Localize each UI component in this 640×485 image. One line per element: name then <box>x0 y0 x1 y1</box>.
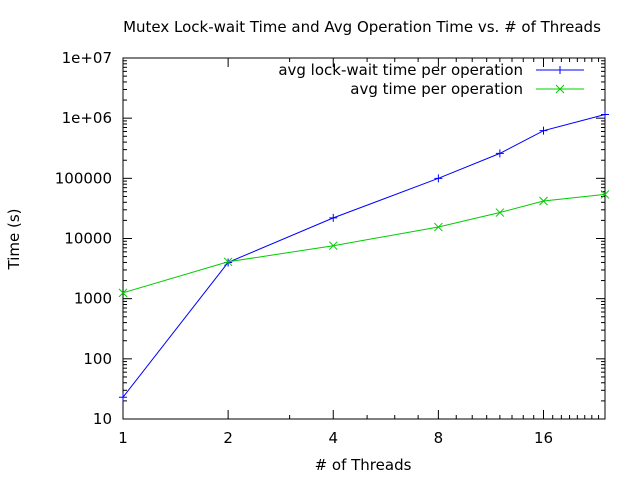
data-point <box>539 196 548 206</box>
x-axis-label: # of Threads <box>315 456 412 474</box>
x-tick-label: 8 <box>434 429 444 447</box>
x-tick-label: 4 <box>328 429 338 447</box>
y-tick-label: 10000 <box>64 230 112 248</box>
y-tick-label: 100000 <box>55 169 112 187</box>
data-point <box>434 174 443 183</box>
y-tick-label: 1e+06 <box>62 109 112 127</box>
data-point <box>495 208 505 217</box>
y-tick-label: 10 <box>93 410 112 428</box>
x-axis-ticks: 1 2 4 8 16 <box>118 58 606 447</box>
data-point <box>118 288 128 298</box>
series-2 <box>118 190 610 298</box>
series-line <box>122 114 606 398</box>
legend-marker <box>555 84 565 94</box>
y-axis-label: Time (s) <box>5 209 23 271</box>
chart-title: Mutex Lock-wait Time and Avg Operation T… <box>123 18 601 36</box>
data-point <box>329 213 338 222</box>
legend-label: avg lock-wait time per operation <box>278 61 523 79</box>
y-tick-label: 1e+07 <box>62 49 112 67</box>
data-point <box>600 190 610 199</box>
data-point <box>539 126 548 135</box>
legend-label: avg time per operation <box>350 80 523 98</box>
series-line <box>122 193 606 294</box>
x-tick-label: 2 <box>223 429 233 447</box>
series-layer <box>118 110 610 402</box>
plot-frame <box>122 57 606 420</box>
data-point <box>601 110 609 119</box>
y-tick-label: 1000 <box>74 290 112 308</box>
data-point <box>119 393 127 402</box>
x-tick-label: 16 <box>534 429 553 447</box>
data-point <box>328 241 338 251</box>
y-axis-ticks: 10 100 1000 10000 100000 1e+06 1e+07 <box>55 49 605 428</box>
legend-item: avg lock-wait time per operation <box>278 61 584 79</box>
y-tick-label: 100 <box>83 350 112 368</box>
series-1 <box>119 110 609 402</box>
data-point <box>434 222 443 232</box>
legend-item: avg time per operation <box>350 80 584 98</box>
data-point <box>495 149 504 158</box>
x-tick-label: 1 <box>118 429 128 447</box>
legend-marker <box>556 66 564 74</box>
data-point <box>223 257 233 267</box>
